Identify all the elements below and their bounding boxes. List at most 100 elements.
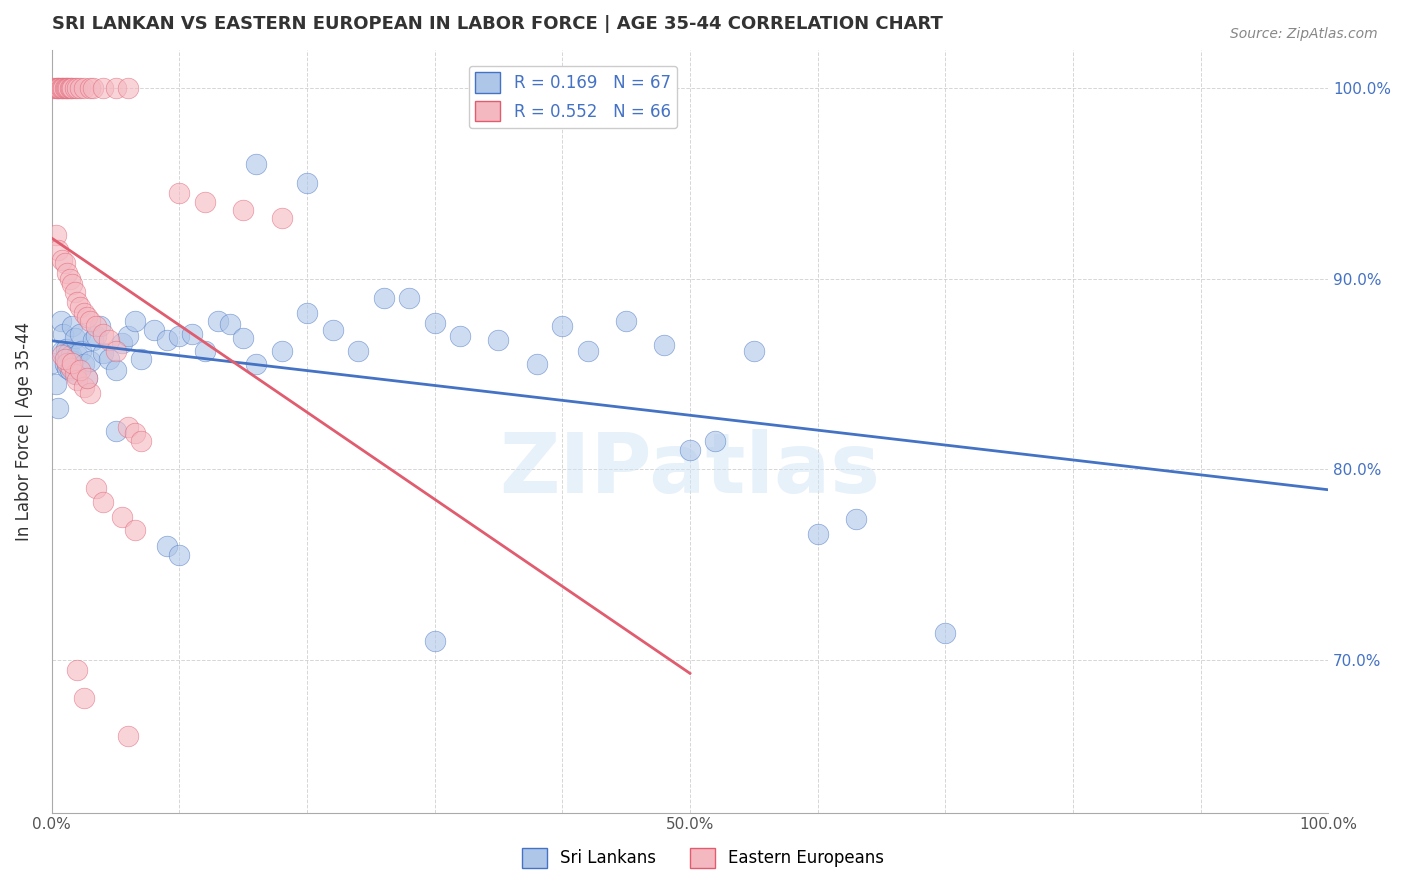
Point: [806, 527, 828, 541]
Point: [55, 342, 77, 356]
Point: [423, 316, 446, 330]
Point: [55, 81, 77, 95]
Point: [207, 313, 229, 327]
Point: [69, 326, 91, 341]
Point: [124, 313, 146, 327]
Point: [245, 358, 267, 372]
Point: [62, 353, 84, 368]
Point: [86, 319, 108, 334]
Point: [104, 424, 127, 438]
Point: [98, 351, 121, 366]
Point: [551, 319, 574, 334]
Point: [56, 355, 79, 369]
Point: [742, 344, 765, 359]
Point: [117, 729, 139, 743]
Point: [76, 371, 98, 385]
Point: [614, 313, 637, 327]
Text: ZIPatlas: ZIPatlas: [499, 429, 880, 510]
Point: [449, 329, 471, 343]
Point: [104, 81, 127, 95]
Point: [45, 376, 67, 391]
Point: [526, 358, 548, 372]
Point: [295, 306, 318, 320]
Point: [76, 371, 98, 385]
Point: [86, 329, 108, 343]
Point: [194, 344, 217, 359]
Point: [51, 81, 73, 95]
Point: [91, 326, 114, 341]
Point: [79, 81, 101, 95]
Point: [398, 291, 420, 305]
Point: [51, 344, 73, 359]
Point: [53, 81, 76, 95]
Point: [73, 306, 96, 320]
Point: [270, 344, 292, 359]
Point: [63, 367, 86, 381]
Point: [169, 186, 191, 200]
Point: [295, 177, 318, 191]
Point: [91, 346, 114, 360]
Point: [129, 434, 152, 448]
Point: [111, 336, 134, 351]
Point: [59, 348, 82, 362]
Point: [60, 81, 83, 95]
Point: [53, 351, 76, 366]
Point: [104, 344, 127, 359]
Point: [91, 494, 114, 508]
Point: [679, 443, 702, 458]
Point: [654, 338, 676, 352]
Point: [51, 348, 73, 362]
Point: [46, 81, 69, 95]
Point: [69, 81, 91, 95]
Point: [181, 326, 204, 341]
Point: [423, 634, 446, 648]
Point: [73, 380, 96, 394]
Point: [373, 291, 395, 305]
Point: [219, 318, 242, 332]
Point: [488, 333, 510, 347]
Point: [46, 243, 69, 257]
Point: [49, 313, 72, 327]
Point: [52, 81, 75, 95]
Point: [45, 227, 67, 242]
Point: [45, 81, 67, 95]
Point: [117, 420, 139, 434]
Point: [117, 81, 139, 95]
Point: [58, 81, 80, 95]
Point: [845, 512, 868, 526]
Point: [53, 256, 76, 270]
Point: [124, 426, 146, 441]
Point: [82, 333, 104, 347]
Point: [104, 363, 127, 377]
Point: [52, 326, 75, 341]
Point: [76, 310, 98, 324]
Point: [53, 358, 76, 372]
Point: [169, 329, 191, 343]
Point: [45, 81, 67, 95]
Point: [73, 358, 96, 372]
Point: [59, 81, 82, 95]
Point: [59, 363, 82, 377]
Point: [79, 386, 101, 401]
Point: [60, 277, 83, 292]
Point: [194, 195, 217, 210]
Point: [156, 539, 179, 553]
Point: [48, 81, 70, 95]
Point: [51, 252, 73, 267]
Point: [70, 344, 93, 359]
Point: [65, 367, 87, 381]
Point: [59, 81, 82, 95]
Y-axis label: In Labor Force | Age 35-44: In Labor Force | Age 35-44: [15, 322, 32, 541]
Point: [60, 355, 83, 369]
Point: [41, 355, 63, 369]
Point: [117, 329, 139, 343]
Point: [56, 266, 79, 280]
Point: [245, 157, 267, 171]
Point: [98, 333, 121, 347]
Point: [169, 548, 191, 562]
Text: SRI LANKAN VS EASTERN EUROPEAN IN LABOR FORCE | AGE 35-44 CORRELATION CHART: SRI LANKAN VS EASTERN EUROPEAN IN LABOR …: [52, 15, 942, 33]
Text: Source: ZipAtlas.com: Source: ZipAtlas.com: [1230, 27, 1378, 41]
Legend: R = 0.169   N = 67, R = 0.552   N = 66: R = 0.169 N = 67, R = 0.552 N = 66: [468, 66, 678, 128]
Point: [69, 363, 91, 377]
Point: [111, 510, 134, 524]
